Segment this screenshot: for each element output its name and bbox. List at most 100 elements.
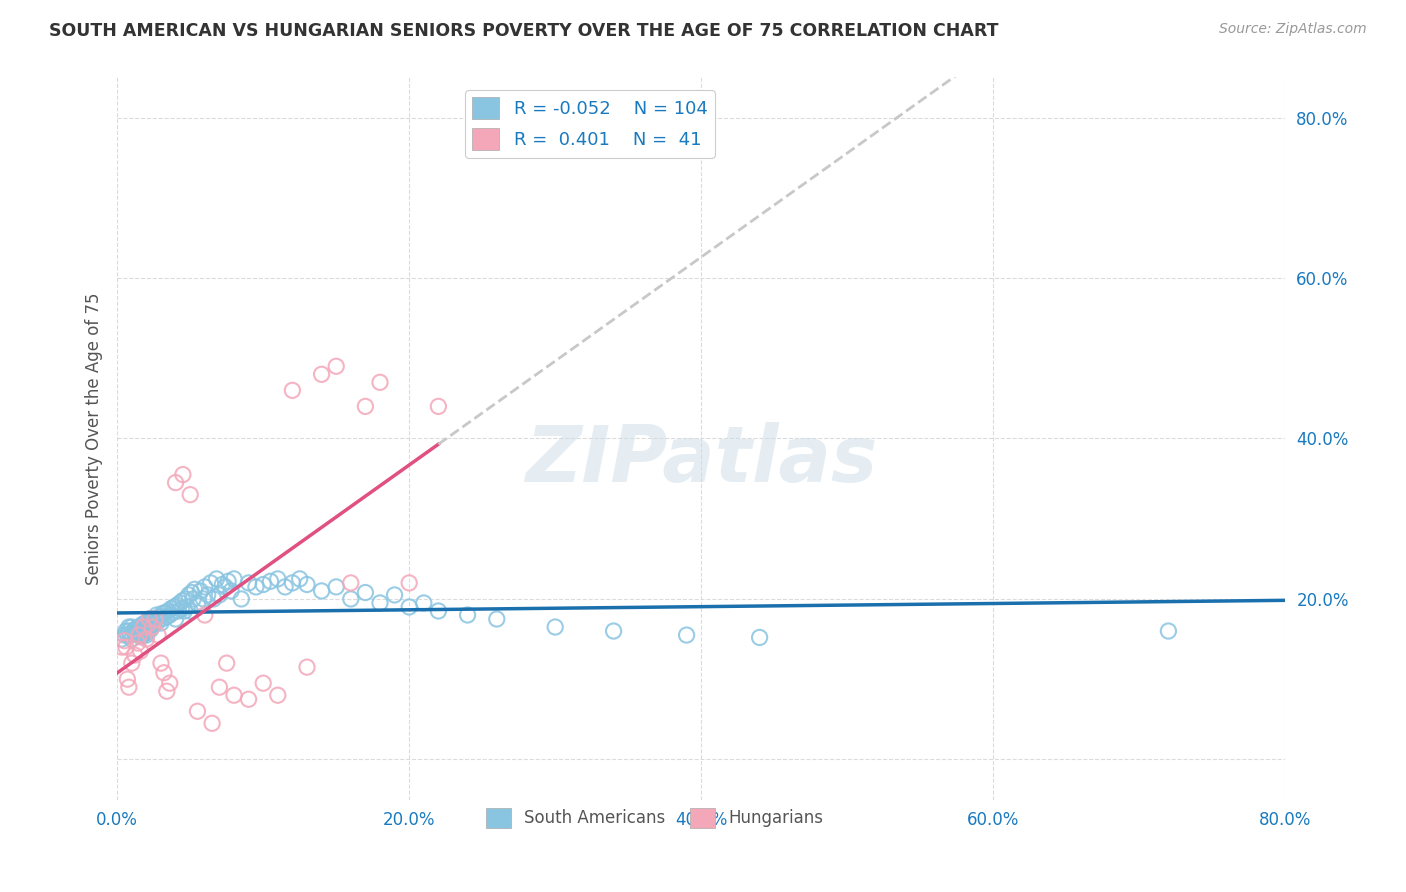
Point: [295, 660, 318, 674]
Point: [155, 606, 177, 620]
Point: [165, 612, 187, 626]
Point: [139, 615, 162, 630]
Point: [139, 623, 162, 637]
Point: [427, 604, 450, 618]
Point: [118, 620, 141, 634]
Point: [183, 582, 205, 597]
Text: ZIPatlas: ZIPatlas: [524, 422, 877, 498]
Point: [231, 591, 253, 606]
Point: [1157, 624, 1180, 638]
Point: [186, 596, 208, 610]
Point: [368, 376, 391, 390]
Point: [252, 577, 274, 591]
Point: [122, 624, 145, 638]
Point: [174, 591, 197, 606]
Point: [156, 684, 179, 698]
Point: [245, 580, 267, 594]
Point: [202, 591, 225, 606]
Point: [208, 680, 231, 694]
Point: [354, 400, 377, 414]
Point: [398, 575, 420, 590]
Point: [118, 680, 141, 694]
Point: [485, 612, 508, 626]
Point: [135, 628, 157, 642]
Point: [128, 627, 150, 641]
Point: [143, 612, 166, 626]
Point: [354, 585, 377, 599]
Point: [145, 607, 167, 622]
Point: [132, 620, 155, 634]
Point: [129, 625, 152, 640]
Point: [114, 633, 136, 648]
Point: [143, 612, 166, 626]
Point: [211, 577, 233, 591]
Text: SOUTH AMERICAN VS HUNGARIAN SENIORS POVERTY OVER THE AGE OF 75 CORRELATION CHART: SOUTH AMERICAN VS HUNGARIAN SENIORS POVE…: [49, 22, 998, 40]
Point: [197, 588, 219, 602]
Point: [267, 688, 290, 702]
Point: [127, 621, 149, 635]
Point: [110, 632, 132, 646]
Point: [179, 488, 201, 502]
Point: [153, 611, 176, 625]
Point: [128, 624, 150, 638]
Point: [190, 583, 212, 598]
Point: [252, 676, 274, 690]
Point: [142, 617, 165, 632]
Point: [193, 591, 215, 606]
Point: [339, 591, 361, 606]
Point: [128, 628, 150, 642]
Point: [176, 599, 198, 614]
Point: [325, 580, 347, 594]
Point: [177, 588, 200, 602]
Point: [162, 606, 184, 620]
Point: [157, 604, 180, 618]
Point: [274, 580, 297, 594]
Point: [125, 622, 148, 636]
Point: [138, 612, 160, 626]
Point: [259, 574, 281, 589]
Point: [311, 583, 333, 598]
Point: [173, 604, 195, 618]
Point: [412, 596, 434, 610]
Point: [172, 593, 194, 607]
Legend: South Americans, Hungarians: South Americans, Hungarians: [479, 801, 830, 835]
Point: [200, 575, 222, 590]
Point: [131, 622, 153, 636]
Point: [194, 607, 217, 622]
Point: [121, 656, 143, 670]
Point: [181, 591, 204, 606]
Point: [222, 572, 245, 586]
Point: [150, 656, 173, 670]
Point: [136, 624, 159, 638]
Point: [602, 624, 624, 638]
Point: [267, 572, 290, 586]
Point: [180, 585, 202, 599]
Point: [110, 640, 132, 654]
Point: [146, 615, 169, 629]
Point: [159, 676, 181, 690]
Point: [295, 577, 318, 591]
Point: [124, 648, 146, 662]
Point: [148, 609, 170, 624]
Point: [124, 625, 146, 640]
Point: [748, 631, 770, 645]
Point: [215, 656, 238, 670]
Point: [125, 626, 148, 640]
Point: [114, 628, 136, 642]
Point: [544, 620, 567, 634]
Point: [339, 575, 361, 590]
Point: [141, 620, 163, 634]
Point: [163, 599, 186, 614]
Point: [384, 588, 406, 602]
Point: [160, 601, 183, 615]
Point: [281, 384, 304, 398]
Point: [325, 359, 347, 374]
Point: [146, 628, 169, 642]
Point: [219, 583, 242, 598]
Point: [427, 400, 450, 414]
Point: [141, 612, 163, 626]
Point: [194, 580, 217, 594]
Point: [138, 620, 160, 634]
Point: [214, 580, 236, 594]
Point: [135, 620, 157, 634]
